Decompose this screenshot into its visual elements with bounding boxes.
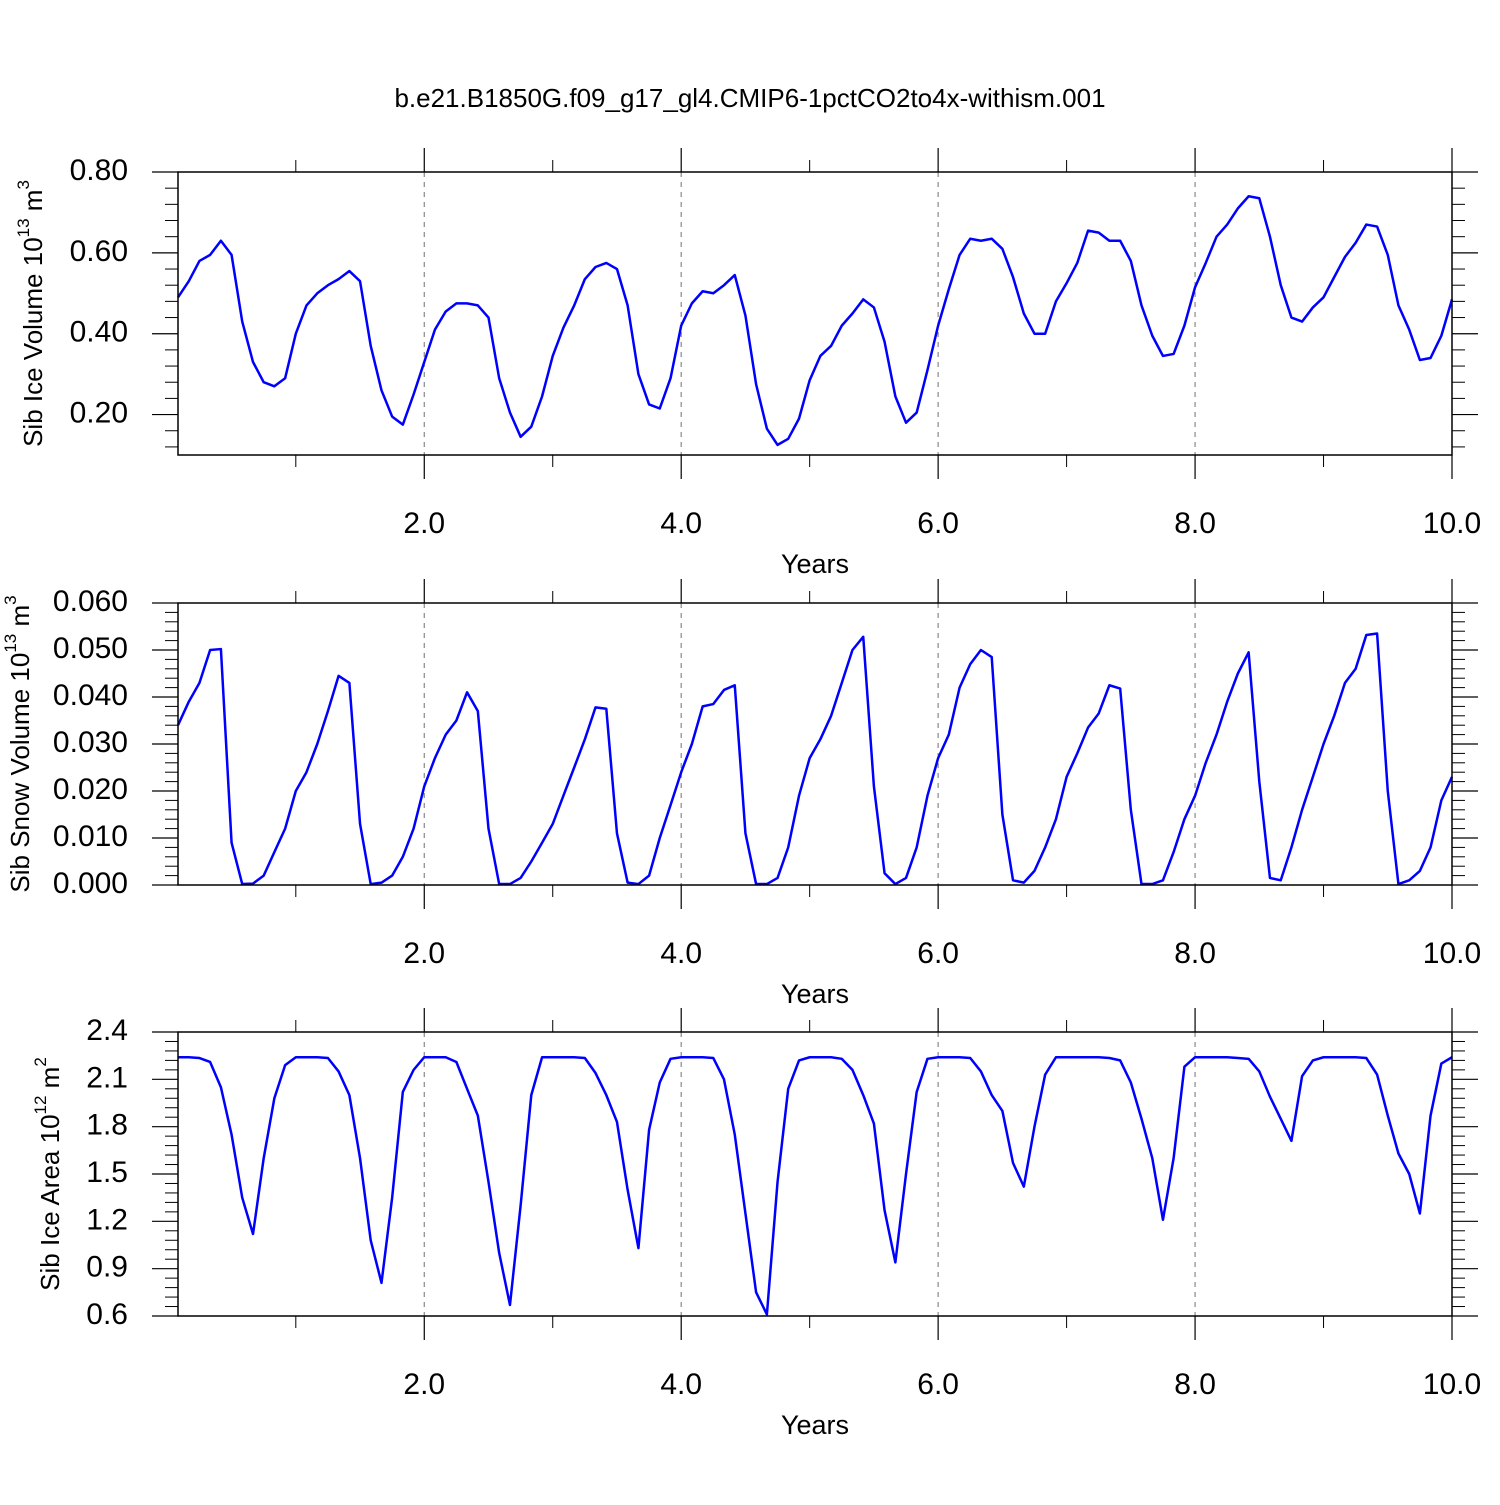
x-tick-label: 2.0	[403, 1368, 445, 1401]
y-tick-label: 0.60	[70, 235, 128, 268]
y-tick-label: 0.050	[53, 632, 128, 665]
y-axis-label-part: m	[35, 1067, 65, 1096]
y-tick-label: 2.4	[86, 1014, 128, 1047]
x-tick-label: 10.0	[1423, 1368, 1481, 1401]
y-tick-label: 0.040	[53, 679, 128, 712]
x-tick-label: 10.0	[1423, 937, 1481, 970]
y-axis-label-part: m	[18, 190, 48, 219]
y-axis-label-exponent: 3	[1, 595, 20, 604]
y-axis-label: Sib Ice Volume 1013 m3	[14, 180, 47, 447]
y-tick-label: 0.40	[70, 316, 128, 349]
x-axis-label: Years	[781, 979, 849, 1009]
y-axis-label-exponent: 13	[14, 218, 33, 237]
y-axis-label-exponent: 3	[14, 180, 33, 189]
y-axis-label-part: m	[5, 605, 35, 634]
figure-title: b.e21.B1850G.f09_g17_gl4.CMIP6-1pctCO2to…	[394, 83, 1105, 113]
y-tick-label: 1.5	[86, 1156, 128, 1189]
y-tick-label: 0.020	[53, 773, 128, 806]
y-tick-label: 0.010	[53, 820, 128, 853]
plot-frame	[177, 602, 1453, 886]
y-axis-label-exponent: 13	[1, 634, 20, 653]
x-tick-label: 8.0	[1174, 937, 1216, 970]
data-line	[176, 632, 1454, 886]
x-tick-label: 6.0	[917, 937, 959, 970]
plot-frame	[177, 171, 1453, 456]
y-tick-label: 2.1	[86, 1061, 128, 1094]
y-axis-label: Sib Ice Area 1012 m2	[31, 1057, 64, 1291]
y-tick-label: 0.060	[53, 585, 128, 618]
y-tick-label: 1.2	[86, 1203, 128, 1236]
data-line	[178, 1055, 1453, 1316]
x-tick-label: 4.0	[660, 507, 702, 540]
x-tick-label: 6.0	[917, 507, 959, 540]
x-tick-label: 2.0	[403, 937, 445, 970]
x-tick-label: 10.0	[1423, 507, 1481, 540]
y-tick-label: 0.9	[86, 1251, 128, 1284]
x-tick-label: 8.0	[1174, 1368, 1216, 1401]
y-axis-label-exponent: 2	[31, 1057, 50, 1066]
y-tick-label: 0.6	[86, 1298, 128, 1331]
y-axis-label-exponent: 12	[31, 1096, 50, 1115]
y-tick-label: 0.000	[53, 867, 128, 900]
y-tick-label: 0.80	[70, 154, 128, 187]
y-axis-label-part: Sib Ice Volume 10	[18, 237, 48, 447]
y-tick-label: 0.20	[70, 396, 128, 429]
plot-frame	[177, 1031, 1453, 1317]
y-tick-label: 0.030	[53, 726, 128, 759]
y-tick-label: 1.8	[86, 1109, 128, 1142]
x-tick-label: 4.0	[660, 937, 702, 970]
x-tick-label: 4.0	[660, 1368, 702, 1401]
x-axis-label: Years	[781, 1410, 849, 1440]
x-tick-label: 6.0	[917, 1368, 959, 1401]
x-tick-label: 2.0	[403, 507, 445, 540]
data-line	[176, 195, 1454, 447]
x-axis-label: Years	[781, 549, 849, 579]
y-axis-label-part: Sib Ice Area 10	[35, 1114, 65, 1290]
y-axis-label-part: Sib Snow Volume 10	[5, 653, 35, 893]
x-tick-label: 8.0	[1174, 507, 1216, 540]
y-axis-label: Sib Snow Volume 1013 m3	[1, 595, 34, 892]
